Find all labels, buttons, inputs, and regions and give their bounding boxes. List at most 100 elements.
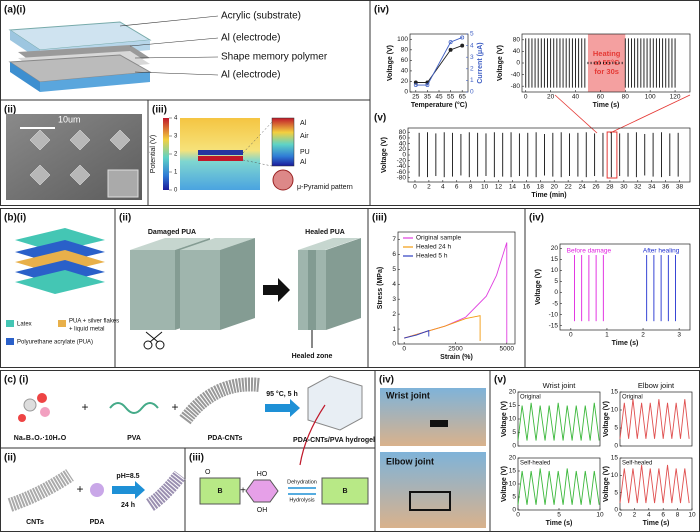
y-tick-label: 0	[402, 152, 406, 159]
compound-label: PDA	[90, 519, 105, 526]
x-tick-label: 120	[670, 94, 681, 101]
simulation-image	[163, 117, 295, 191]
photo	[380, 388, 486, 446]
diol	[245, 479, 279, 503]
operator: +	[76, 482, 83, 496]
atom-label: B	[217, 488, 222, 495]
x-tick-label: 20	[547, 94, 555, 101]
legend-swatch	[6, 338, 14, 345]
line	[517, 468, 600, 505]
cube-face	[298, 238, 360, 250]
device	[409, 491, 451, 511]
y-tick-label: 5	[554, 278, 558, 285]
y-tick-label: 80	[399, 129, 407, 136]
x-axis-label: Temperature (°C)	[411, 101, 467, 109]
line	[619, 464, 690, 504]
compound-label: CNTs	[26, 519, 44, 526]
y-tick-label: 0	[404, 89, 408, 96]
x-tick-label: 55	[447, 94, 455, 101]
plot-frame	[559, 243, 691, 331]
x-tick-label: 65	[459, 94, 467, 101]
y2-tick-label: 4	[470, 42, 474, 49]
plot-frame	[407, 127, 691, 183]
y-axis-label: Voltage (V)	[497, 45, 504, 81]
panel-label: (iv)	[379, 375, 394, 386]
y2-tick-label: 5	[470, 31, 474, 38]
y-tick-label: 2	[392, 311, 396, 318]
annotation: Heating	[593, 49, 621, 58]
marker	[460, 43, 465, 48]
nanotube	[7, 469, 74, 512]
colorbar-tick-label: 4	[174, 116, 178, 122]
y-tick-label: 100	[397, 36, 408, 43]
y-tick-label: 4	[392, 281, 396, 288]
y-tick-label: 7	[392, 236, 396, 243]
line	[415, 45, 463, 83]
y-tick-label: 5	[512, 494, 516, 501]
y2-axis-label: Current (μA)	[477, 42, 484, 83]
y-axis-label: Voltage (V)	[381, 137, 388, 173]
y-axis-label: Voltage (V)	[603, 466, 610, 502]
panel-label: (ii)	[119, 213, 131, 224]
y-tick-label: 0	[512, 443, 516, 450]
reaction-label: Hydrolysis	[289, 497, 315, 503]
leader	[129, 37, 219, 47]
panel-label: (ii)	[4, 105, 16, 116]
y-tick-label: -40	[397, 163, 407, 170]
pattern-label: μ-Pyramid pattern	[297, 184, 353, 191]
marker	[413, 83, 418, 87]
sem-image	[6, 114, 142, 200]
x-tick-label: 10	[688, 512, 696, 519]
y-axis-label: Voltage (V)	[387, 45, 394, 81]
x-tick-label: 2	[633, 512, 637, 519]
chart-title: Wrist joint	[543, 381, 577, 390]
y-tick-label: 60	[399, 135, 407, 142]
series-label: After healing	[643, 248, 680, 255]
line	[619, 399, 690, 439]
x-tick-label: 18	[537, 184, 545, 191]
marker	[448, 47, 453, 52]
zoom-arrow	[299, 404, 326, 466]
x-tick-label: 2500	[448, 346, 463, 353]
x-tick-label: 5000	[500, 346, 515, 353]
y-tick-label: -80	[397, 174, 407, 181]
leader	[134, 56, 219, 59]
x-tick-label: 3	[677, 332, 681, 339]
panel-label: (a)(i)	[4, 5, 26, 16]
x-tick-label: 25	[412, 94, 420, 101]
x-axis-label: Time (min)	[531, 192, 566, 199]
y-tick-label: 20	[551, 245, 559, 252]
y-tick-label: 60	[401, 57, 409, 64]
x-tick-label: 5	[557, 512, 561, 519]
operator: +	[171, 400, 178, 414]
y-tick-label: 10	[509, 481, 517, 488]
arrow	[263, 278, 290, 302]
y-tick-label: 15	[509, 468, 517, 475]
y-axis-label: Voltage (V)	[501, 466, 508, 502]
x-tick-label: 100	[645, 94, 656, 101]
y-tick-label: 0	[614, 443, 618, 450]
pyramid	[69, 164, 91, 186]
operator: +	[81, 400, 88, 414]
device	[430, 420, 448, 427]
y-tick-label: 15	[509, 402, 517, 409]
cube-face	[220, 238, 255, 330]
atom-label: O	[205, 469, 211, 476]
x-tick-label: 20	[551, 184, 559, 191]
x-tick-label: 4	[441, 184, 445, 191]
chart-label: Self-healed	[622, 461, 652, 467]
x-tick-label: 10	[481, 184, 489, 191]
y2-tick-label: 1	[470, 77, 474, 84]
y2-tick-label: 3	[470, 54, 474, 61]
x-tick-label: 36	[662, 184, 670, 191]
y-tick-label: 40	[513, 48, 521, 55]
x-tick-label: 60	[597, 94, 605, 101]
pyramid	[29, 164, 51, 186]
photo	[380, 452, 486, 528]
marker	[448, 40, 453, 45]
x-tick-label: 12	[495, 184, 503, 191]
leader	[134, 71, 219, 76]
y-tick-label: -15	[549, 322, 559, 329]
arrow	[112, 481, 145, 499]
